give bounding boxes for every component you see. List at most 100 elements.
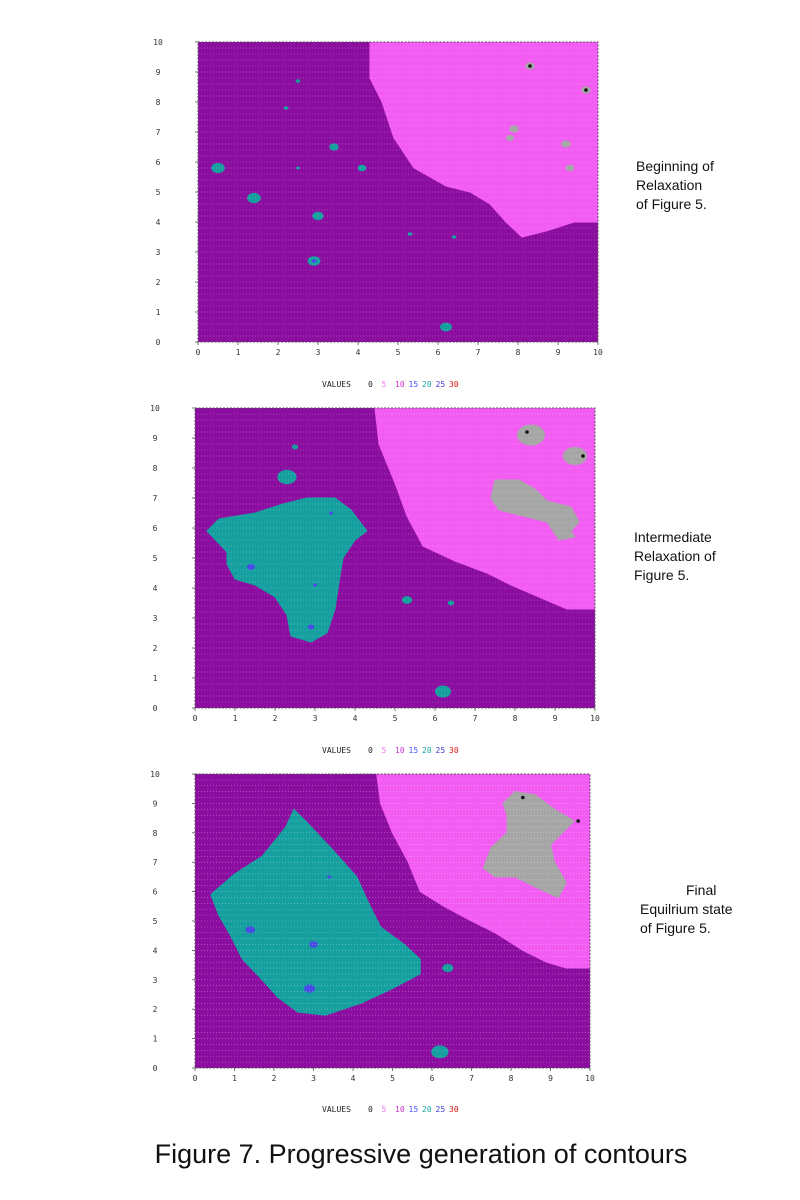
y-tick-label: 3	[153, 614, 158, 623]
x-tick-label: 9	[548, 1074, 553, 1083]
panel-1-caption: Beginning of Relaxation of Figure 5.	[636, 158, 714, 212]
x-tick-label: 1	[232, 1074, 237, 1083]
caption-line-1: Beginning of	[636, 158, 714, 174]
legend-title: VALUES	[322, 380, 351, 389]
legend-value-5: 5	[382, 380, 387, 389]
x-tick-label: 8	[516, 348, 521, 357]
y-tick-label: 1	[153, 1035, 158, 1044]
region-value-0-11	[490, 479, 580, 541]
y-tick-label: 2	[156, 278, 161, 287]
x-tick-label: 4	[356, 348, 361, 357]
panel-1-gridlines	[198, 47, 598, 337]
y-tick-label: 4	[153, 584, 158, 593]
y-tick-label: 7	[156, 128, 161, 137]
legend-value-20: 20	[422, 1105, 432, 1114]
region-value-20-9	[440, 322, 452, 332]
legend-value-5: 5	[382, 1105, 387, 1114]
region-value-25-13	[307, 624, 315, 630]
marker-point-2	[581, 454, 585, 458]
x-tick-label: 9	[556, 348, 561, 357]
x-tick-label: 2	[273, 714, 278, 723]
y-tick-label: 10	[150, 770, 160, 779]
x-tick-label: 6	[430, 1074, 435, 1083]
x-tick-label: 7	[473, 714, 478, 723]
region-value-20-10	[295, 79, 301, 83]
x-tick-label: 7	[476, 348, 481, 357]
panel-3-legend: VALUES 0 5 10 15 20 25 30	[322, 1105, 459, 1114]
y-tick-label: 2	[153, 644, 158, 653]
y-tick-label: 0	[153, 1064, 158, 1073]
figure-caption: Figure 7. Progressive generation of cont…	[155, 1139, 688, 1169]
x-tick-label: 2	[272, 1074, 277, 1083]
region-value-20-5	[312, 211, 324, 221]
region-value-0-19	[561, 140, 571, 148]
panel-1-legend: VALUES 0 5 10 15 20 25 30	[322, 380, 459, 389]
region-value-20-7	[447, 600, 455, 606]
x-tick-label: 6	[436, 348, 441, 357]
legend-value-15: 15	[409, 380, 419, 389]
panel-2-caption: Intermediate Relaxation of Figure 5.	[634, 529, 716, 583]
x-tick-label: 10	[585, 1074, 595, 1083]
y-tick-label: 7	[153, 858, 158, 867]
region-value-25-7	[245, 926, 256, 934]
caption-line-3: of Figure 5.	[640, 920, 711, 936]
marker-point-2	[584, 88, 588, 92]
region-value-20-3	[211, 162, 225, 174]
panel-3-caption: Final Equilrium state of Figure 5.	[640, 882, 733, 936]
region-value-0-17	[509, 125, 519, 133]
region-value-20-12	[407, 232, 413, 236]
y-tick-label: 9	[153, 434, 158, 443]
panel-3-plot-area	[195, 774, 590, 1068]
y-tick-label: 6	[153, 888, 158, 897]
region-value-0-6	[482, 791, 575, 898]
x-tick-label: 2	[276, 348, 281, 357]
y-tick-label: 6	[153, 524, 158, 533]
x-tick-label: 4	[353, 714, 358, 723]
caption-line-2: Relaxation	[636, 177, 702, 193]
legend-value-10: 10	[395, 1105, 405, 1114]
x-tick-label: 10	[590, 714, 600, 723]
y-tick-label: 10	[150, 404, 160, 413]
legend-value-5: 5	[382, 746, 387, 755]
x-tick-label: 3	[311, 1074, 316, 1083]
y-tick-label: 1	[156, 308, 161, 317]
x-tick-label: 0	[193, 1074, 198, 1083]
y-tick-label: 9	[153, 799, 158, 808]
region-value-0-18	[506, 135, 514, 141]
legend-title: VALUES	[322, 746, 351, 755]
region-value-20-6	[401, 596, 413, 604]
region-value-10-2	[369, 42, 598, 238]
x-tick-label: 9	[553, 714, 558, 723]
marker-point-1	[521, 795, 525, 800]
region-value-25-12	[247, 564, 255, 570]
y-tick-label: 5	[156, 188, 161, 197]
x-tick-label: 4	[351, 1074, 356, 1083]
caption-line-3: of Figure 5.	[636, 196, 707, 212]
legend-value-25: 25	[436, 746, 446, 755]
caption-line-1: Intermediate	[634, 529, 712, 545]
region-value-0-9	[517, 424, 545, 446]
x-tick-label: 5	[393, 714, 398, 723]
y-tick-label: 6	[156, 158, 161, 167]
y-tick-label: 1	[153, 674, 158, 683]
x-tick-label: 3	[316, 348, 321, 357]
panel-2-gridlines	[195, 413, 595, 703]
region-value-20-11	[283, 106, 289, 110]
y-tick-label: 0	[153, 704, 158, 713]
legend-value-0: 0	[368, 1105, 373, 1114]
panel-2-plot-area	[195, 408, 595, 708]
y-tick-label: 7	[153, 494, 158, 503]
x-tick-label: 0	[193, 714, 198, 723]
legend-value-0: 0	[368, 380, 373, 389]
region-value-20-5	[291, 444, 299, 450]
x-tick-label: 8	[509, 1074, 514, 1083]
y-tick-label: 5	[153, 554, 158, 563]
x-tick-label: 6	[433, 714, 438, 723]
y-tick-label: 4	[156, 218, 161, 227]
panel-1-plot-area	[198, 42, 598, 342]
